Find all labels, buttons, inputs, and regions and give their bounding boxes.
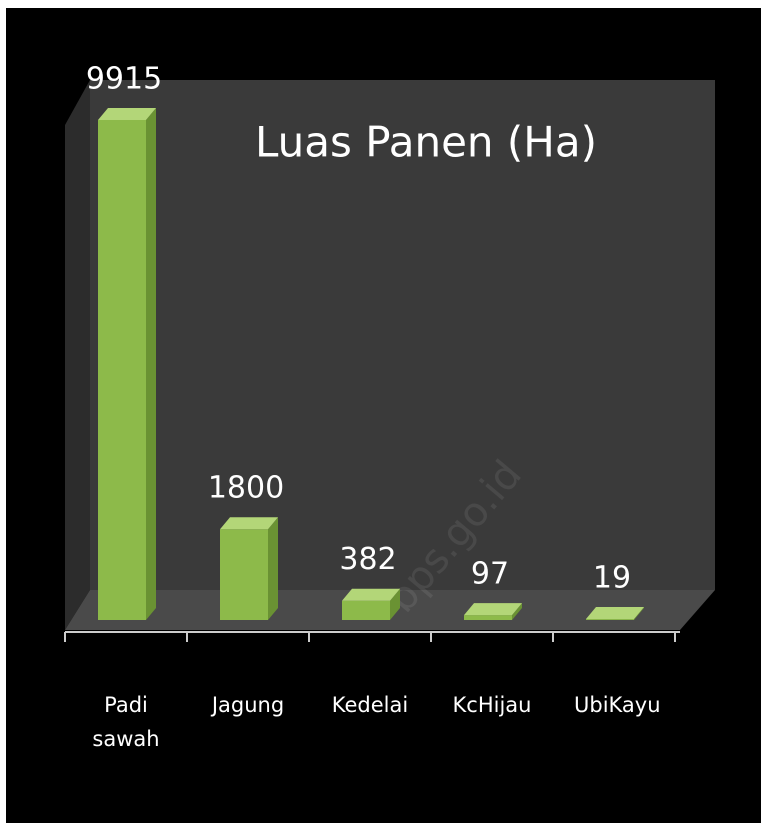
bar-top [586,607,644,620]
value-label: 9915 [86,62,162,97]
value-label: 19 [593,561,631,596]
bar-side [512,603,522,620]
chart-title: Luas Panen (Ha) [255,118,597,167]
x-tick-label: Padi sawah [92,693,160,751]
bar-side [268,517,278,620]
x-tick-label: UbiKayu [574,693,661,717]
bar-top [464,603,522,616]
bar-front [464,615,512,620]
bar-side [146,108,156,620]
chart-frame: Luas Panen (Ha) bps.go.id 9915 1800 382 97 1… [6,8,761,823]
x-tick-label: KcHijau [452,693,532,717]
bar-top [98,108,156,120]
value-label: 97 [471,557,509,592]
side-wall [65,80,90,630]
bar-top [220,517,278,530]
value-label: 1800 [208,471,284,506]
bar-front [342,600,390,620]
bar-front [220,529,268,620]
value-label: 382 [339,542,396,577]
x-tick-label: Kedelai [331,693,409,717]
bar [342,588,400,620]
back-wall [90,80,715,590]
bar-front [98,120,146,620]
x-tick-label: Jagung [211,693,285,717]
bar-top [342,588,400,601]
bar-side [634,607,644,620]
bar-side [390,588,400,620]
bar [586,607,644,620]
bar [220,517,278,620]
bar [464,603,522,620]
bar-front [586,619,634,620]
bar [98,108,156,620]
